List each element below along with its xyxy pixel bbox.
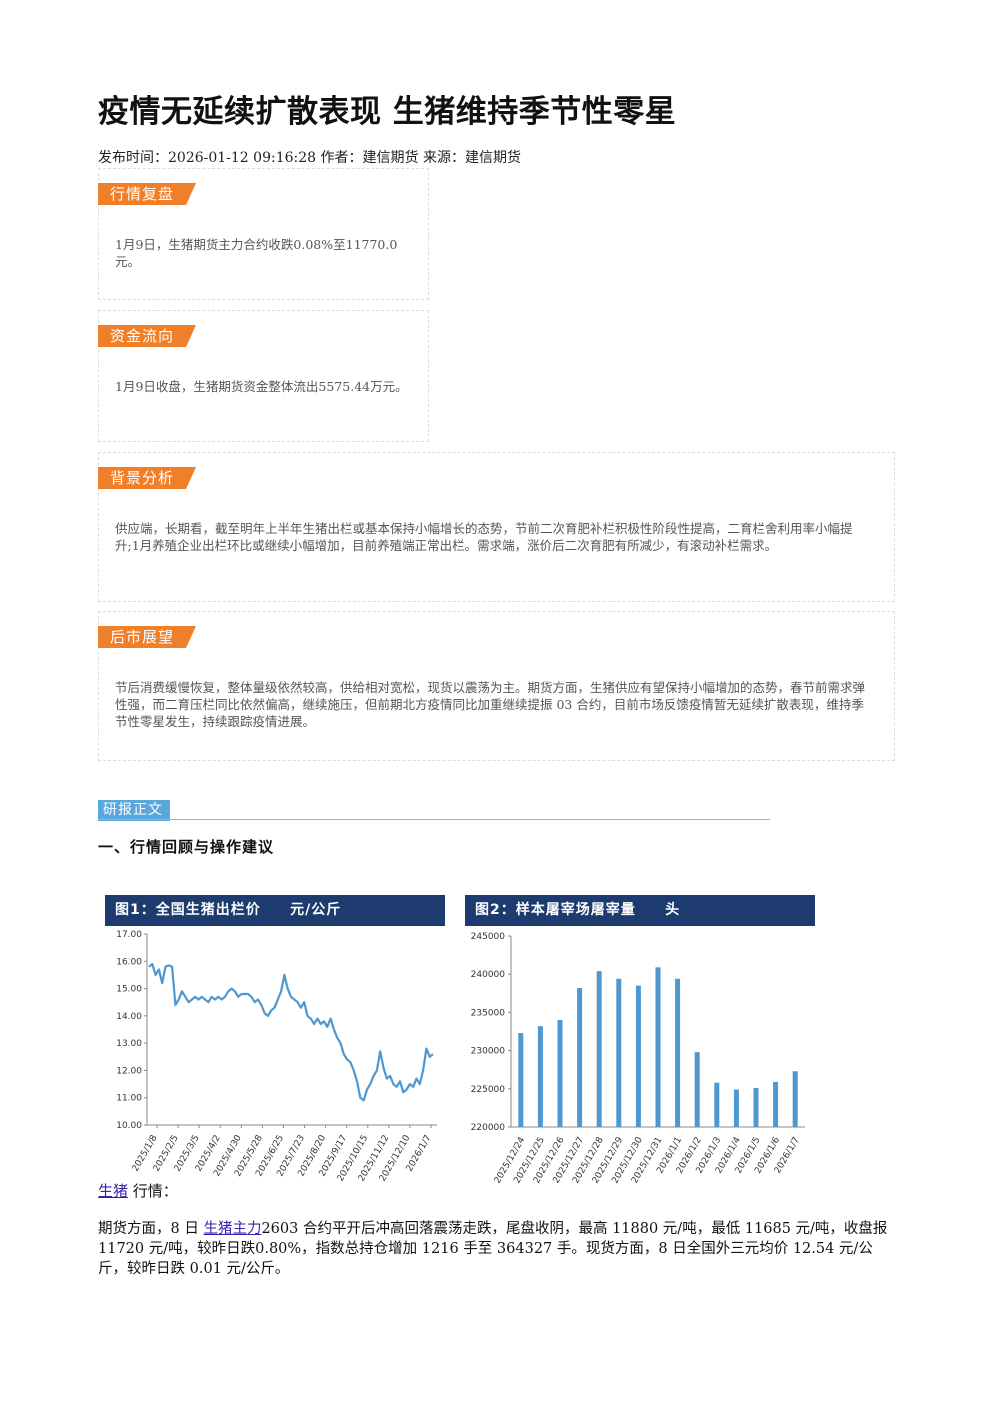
chart-2-y-tick-label: 230000 (471, 1047, 506, 1057)
section-heading: 一、行情回顾与操作建议 (98, 838, 275, 856)
hog-link[interactable]: 生猪 (98, 1182, 129, 1200)
chart-2-y-tick-label: 225000 (471, 1085, 506, 1095)
fund-flow-tag: 资金流向 (98, 325, 196, 347)
market-review-text: 1月9日，生猪期货主力合约收跌0.08%至11770.0元。 (115, 237, 398, 269)
chart-1-price-series-line (148, 962, 434, 1102)
chart-1: 图1：全国生猪出栏价 元/公斤 17.00 16.00 15.00 14.00 13.0… (105, 895, 445, 1186)
outlook-tag: 后市展望 (98, 626, 196, 648)
fund-flow-text: 1月9日收盘，生猪期货资金整体流出5575.44万元。 (115, 379, 408, 394)
chart-1-y-tick-label: 13.00 (116, 1039, 142, 1049)
chart-2-bar (635, 985, 641, 1127)
paragraph-body: 2603 合约平开后冲高回落震荡走跌，尾盘收阴，最高 11880 元/吨，最低 … (98, 1221, 888, 1277)
chart-2-y-tick-label: 235000 (471, 1008, 506, 1018)
chart-2-bar (714, 1082, 720, 1127)
fund-flow-box: 资金流向 1月9日收盘，生猪期货资金整体流出5575.44万元。 (98, 310, 429, 442)
chart-1-plot: 17.00 16.00 15.00 14.00 13.00 12.00 11.00 10.00… (116, 930, 437, 1183)
background-analysis-text: 供应端，长期看，截至明年上半年生猪出栏或基本保持小幅增长的态势，节前二次育肥补栏… (115, 521, 853, 553)
market-heading: 生猪 行情： (98, 1180, 178, 1201)
outlook-text: 节后消费缓慢恢复，整体量级依然较高，供给相对宽松，现货以震荡为主。期货方面，生猪… (115, 680, 866, 729)
report-section-label: 研报正文 (98, 800, 170, 821)
market-review-box: 行情复盘 1月9日，生猪期货主力合约收跌0.08%至11770.0元。 (98, 168, 429, 300)
chart-1-y-tick-label: 12.00 (116, 1066, 142, 1076)
chart-1-title: 图1：全国生猪出栏价 元/公斤 (105, 895, 445, 926)
outlook-box: 后市展望 节后消费缓慢恢复，整体量级依然较高，供给相对宽松，现货以震荡为主。期货… (98, 611, 895, 761)
chart-2-y-tick-label: 240000 (471, 970, 506, 980)
chart-2-y-tick-label: 220000 (471, 1123, 506, 1133)
chart-2-bar (675, 978, 681, 1127)
market-review-tag: 行情复盘 (98, 183, 196, 205)
market-label: 行情： (132, 1182, 178, 1200)
chart-2-bar (518, 1033, 524, 1127)
chart-1-y-tick-label: 16.00 (116, 957, 142, 967)
chart-2-bar (773, 1081, 779, 1127)
chart-2-bar (577, 987, 583, 1127)
hog-main-contract-link[interactable]: 生猪主力 (203, 1221, 262, 1237)
article-meta: 发布时间：2026-01-12 09:16:28 作者：建信期货 来源：建信期货 (98, 150, 521, 166)
paragraph-intro: 期货方面，8 日 (98, 1221, 204, 1237)
chart-2-bar (557, 1020, 563, 1127)
futures-paragraph: 期货方面，8 日 生猪主力2603 合约平开后冲高回落震荡走跌，尾盘收阴，最高 … (98, 1219, 893, 1279)
background-analysis-tag: 背景分析 (98, 467, 196, 489)
chart-2-bar (655, 967, 661, 1127)
chart-2-y-tick-label: 245000 (471, 932, 506, 942)
chart-1-y-tick-label: 17.00 (116, 930, 142, 940)
chart-2-bar (694, 1052, 700, 1127)
chart-2-bar (616, 978, 622, 1127)
chart-2-bar (733, 1089, 739, 1127)
chart-1-y-tick-label: 10.00 (116, 1121, 142, 1131)
section-divider (98, 819, 770, 820)
chart-2: 图2：样本屠宰场屠宰量 头 245000 240000 235000 230000 22… (465, 895, 815, 1186)
chart-1-y-tick-label: 15.00 (116, 985, 142, 995)
article-title: 疫情无延续扩散表现 生猪维持季节性零星 (98, 94, 677, 130)
chart-2-bar (753, 1088, 759, 1127)
chart-2-bar (596, 971, 602, 1127)
chart-2-bar (537, 1026, 543, 1127)
chart-2-bar (792, 1071, 798, 1127)
chart-1-y-tick-label: 11.00 (116, 1094, 142, 1104)
chart-2-plot: 2450002400002350002300002250002200002025… (471, 932, 805, 1185)
chart-1-y-tick-label: 14.00 (116, 1012, 142, 1022)
background-analysis-box: 背景分析 供应端，长期看，截至明年上半年生猪出栏或基本保持小幅增长的态势，节前二… (98, 452, 895, 602)
chart-2-title: 图2：样本屠宰场屠宰量 头 (465, 895, 815, 926)
